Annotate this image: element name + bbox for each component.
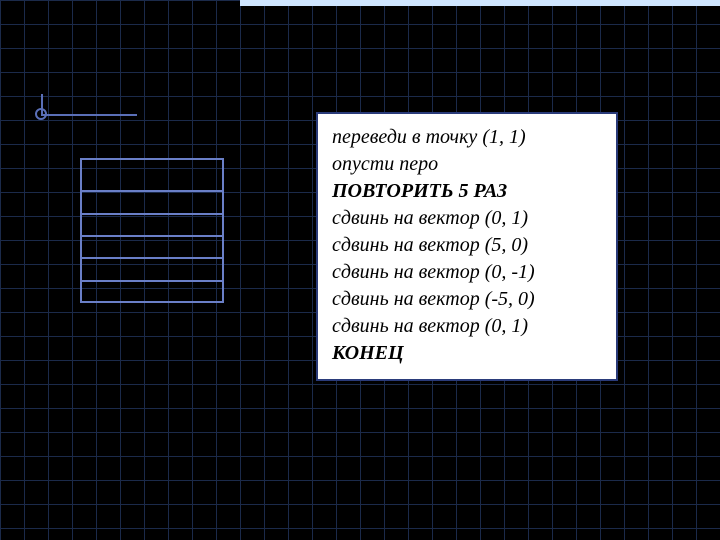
figure-rung	[82, 190, 222, 192]
algo-line-1: опусти перо	[332, 151, 602, 178]
figure-rung	[82, 235, 222, 237]
origin-axis-x	[41, 114, 137, 116]
algo-line-7: сдвинь на вектор (0, 1)	[332, 313, 602, 340]
algo-line-0: переведи в точку (1, 1)	[332, 124, 602, 151]
algo-line-3: сдвинь на вектор (0, 1)	[332, 205, 602, 232]
algo-line-5: сдвинь на вектор (0, -1)	[332, 259, 602, 286]
figure-rung	[82, 280, 222, 282]
algo-line-6: сдвинь на вектор (-5, 0)	[332, 286, 602, 313]
drawn-figure	[80, 158, 224, 303]
figure-rung	[82, 213, 222, 215]
origin-circle-icon	[35, 108, 47, 120]
algo-line-8: КОНЕЦ	[332, 340, 602, 367]
algo-line-4: сдвинь на вектор (5, 0)	[332, 232, 602, 259]
top-blue-strip	[240, 0, 720, 6]
figure-rung	[82, 257, 222, 259]
algorithm-panel: переведи в точку (1, 1)опусти пероПОВТОР…	[316, 112, 618, 381]
algo-line-2: ПОВТОРИТЬ 5 РАЗ	[332, 178, 602, 205]
